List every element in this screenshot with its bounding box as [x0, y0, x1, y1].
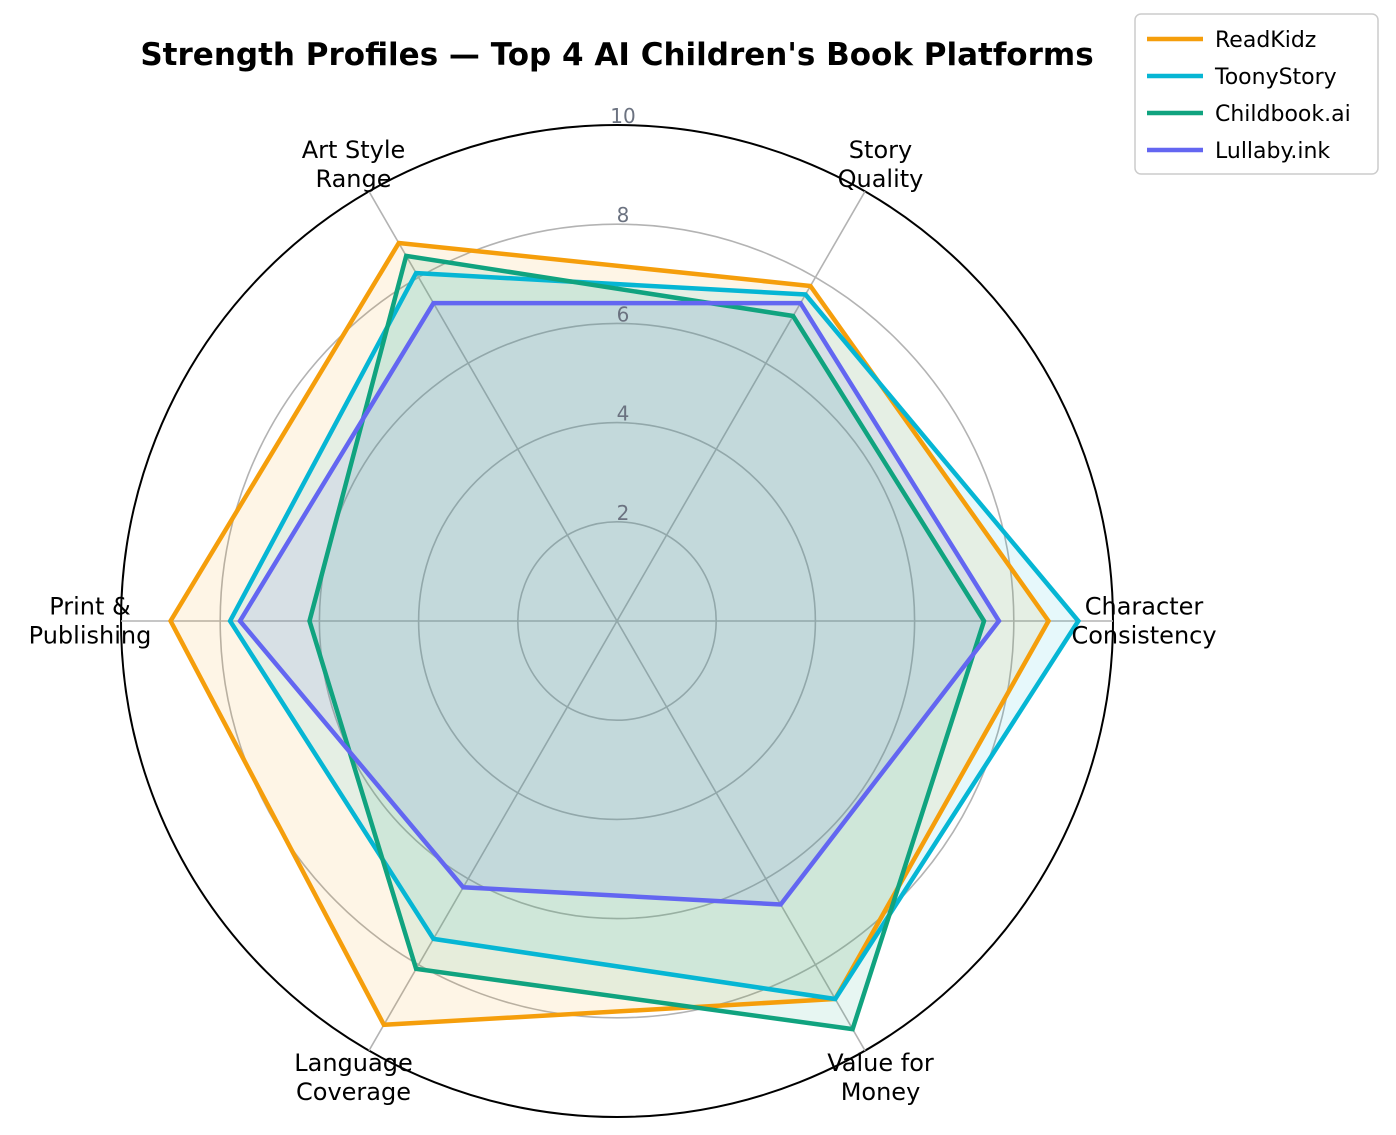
series-line-toonystory — [227, 270, 1082, 1002]
axis-label: Print & Publishing — [29, 593, 152, 650]
axis-label-line: Story — [849, 136, 912, 164]
axis-label-line: Quality — [838, 165, 924, 193]
grid-spoke — [616, 191, 866, 622]
axis-label: Value for Money — [827, 1049, 934, 1106]
series-line-childbook-ai — [307, 253, 987, 1032]
r-tick-label: 6 — [617, 302, 630, 326]
axis-label-line: Publishing — [29, 622, 152, 650]
legend-label: ReadKidz — [1215, 28, 1316, 53]
axis-label-line: Range — [315, 165, 391, 193]
axis-label: Character Consistency — [1071, 593, 1216, 650]
axis-labels: Character Consistency Story Quality Art Styl… — [29, 136, 1217, 1106]
chart-title: Strength Profiles — Top 4 AI Children's … — [140, 37, 1093, 73]
axis-label-line: Print & — [49, 593, 131, 621]
legend-label: Lullaby.ink — [1215, 139, 1330, 164]
r-tick-label: 10 — [610, 104, 635, 128]
axis-label-line: Language — [294, 1049, 412, 1077]
legend-box — [1134, 13, 1379, 175]
axis-label-line: Art Style — [302, 136, 406, 164]
series-fill-toonystory — [230, 273, 1079, 1000]
legend-label: Childbook.ai — [1215, 102, 1351, 127]
axis-label: Language Coverage — [294, 1049, 412, 1106]
grid-spoke — [368, 620, 618, 1051]
axis-label-line: Coverage — [296, 1078, 411, 1106]
grid-spoke — [368, 191, 618, 622]
axis-label-line: Money — [841, 1078, 921, 1106]
series-fill-readkidz — [170, 243, 1049, 1025]
grid-spoke — [616, 620, 866, 1051]
r-tick-label: 8 — [617, 203, 630, 227]
legend: ReadKidz ToonyStory Childbook.ai Lullaby.in… — [1134, 13, 1379, 175]
radar-series — [168, 240, 1082, 1032]
axis-label-line: Consistency — [1071, 622, 1216, 650]
radar-grid — [120, 124, 1114, 1118]
series-fill-childbook-ai — [309, 255, 984, 1030]
legend-label: ToonyStory — [1214, 65, 1337, 90]
series-line-lullaby-ink — [237, 300, 1002, 907]
radial-tick-labels: 2 4 6 8 10 — [610, 104, 635, 525]
r-tick-label: 2 — [617, 501, 630, 525]
axis-label: Art Style Range — [302, 136, 406, 193]
axis-label: Story Quality — [838, 136, 924, 193]
series-fill-lullaby-ink — [240, 303, 999, 905]
axis-label-line: Value for — [827, 1049, 934, 1077]
r-tick-label: 4 — [617, 402, 630, 426]
axis-label-line: Character — [1085, 593, 1204, 621]
